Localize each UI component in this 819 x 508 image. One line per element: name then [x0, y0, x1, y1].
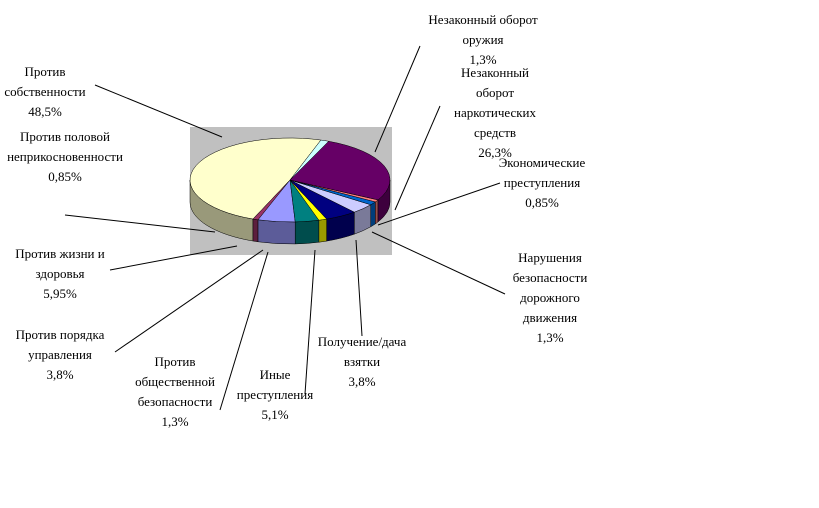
category-name: Незаконный оборот оружия — [428, 12, 538, 47]
category-name: Против половой неприкосновенности — [7, 129, 123, 164]
category-name: Незаконный оборот наркотических средств — [453, 65, 537, 140]
leader-line — [371, 231, 506, 295]
slice-side — [370, 201, 376, 228]
category-name: Нарушения безопасности дорожного движени… — [512, 250, 588, 325]
leader-line — [219, 251, 269, 411]
value-label: 3,8% — [348, 374, 376, 389]
value-label: 1,3% — [161, 414, 189, 429]
value-label: 3,8% — [46, 367, 74, 382]
value-label: 5,1% — [261, 407, 289, 422]
slice — [189, 137, 322, 220]
category-name: Экономические преступления — [498, 155, 586, 190]
slice-label: Нарушения безопасности дорожного движени… — [505, 248, 595, 348]
slice — [289, 139, 330, 181]
leader-line — [304, 249, 316, 395]
slice-label: Против порядка управления 3,8% — [5, 325, 115, 385]
value-label: 1,3% — [536, 330, 564, 345]
slice-label: Иные преступления 5,1% — [230, 365, 320, 425]
leader-line — [377, 182, 501, 226]
category-name: Иные преступления — [236, 367, 314, 402]
category-name: Против общественной безопасности — [135, 354, 215, 409]
value-label: 1,3% — [469, 52, 497, 67]
slice-label: Незаконный оборот наркотических средств 2… — [445, 63, 545, 163]
slice-label: Против половой неприкосновенности 0,85% — [6, 127, 124, 187]
slice-label: Незаконный оборот оружия 1,3% — [428, 10, 538, 70]
slice-label: Против общественной безопасности 1,3% — [125, 352, 225, 432]
slice-label: Против собственности 48,5% — [0, 62, 95, 122]
value-label: 5,95% — [43, 286, 77, 301]
category-name: Против жизни и здоровья — [15, 246, 105, 281]
slice-label: Против жизни и здоровья 5,95% — [5, 244, 115, 304]
value-label: 48,5% — [28, 104, 62, 119]
slice — [289, 140, 391, 201]
slice-side — [318, 218, 327, 243]
leader-line — [114, 249, 264, 353]
leader-line — [374, 45, 421, 153]
leader-line — [355, 239, 363, 337]
slice-side — [375, 199, 379, 225]
value-label: 0,85% — [525, 195, 559, 210]
slice-side — [257, 219, 296, 245]
slice-label: Получение/дача взятки 3,8% — [310, 332, 415, 392]
slice-label: Экономические преступления 0,85% — [492, 153, 592, 213]
slice-side — [252, 218, 259, 243]
value-label: 26,3% — [478, 145, 512, 160]
leader-line — [94, 84, 223, 138]
value-label: 0,85% — [48, 169, 82, 184]
category-name: Получение/дача взятки — [317, 334, 407, 369]
slice-side — [294, 219, 320, 245]
leader-line — [394, 105, 441, 211]
leader-line — [109, 245, 238, 271]
category-name: Против порядка управления — [15, 327, 105, 362]
category-name: Против собственности — [4, 64, 86, 99]
leader-line — [64, 214, 216, 233]
